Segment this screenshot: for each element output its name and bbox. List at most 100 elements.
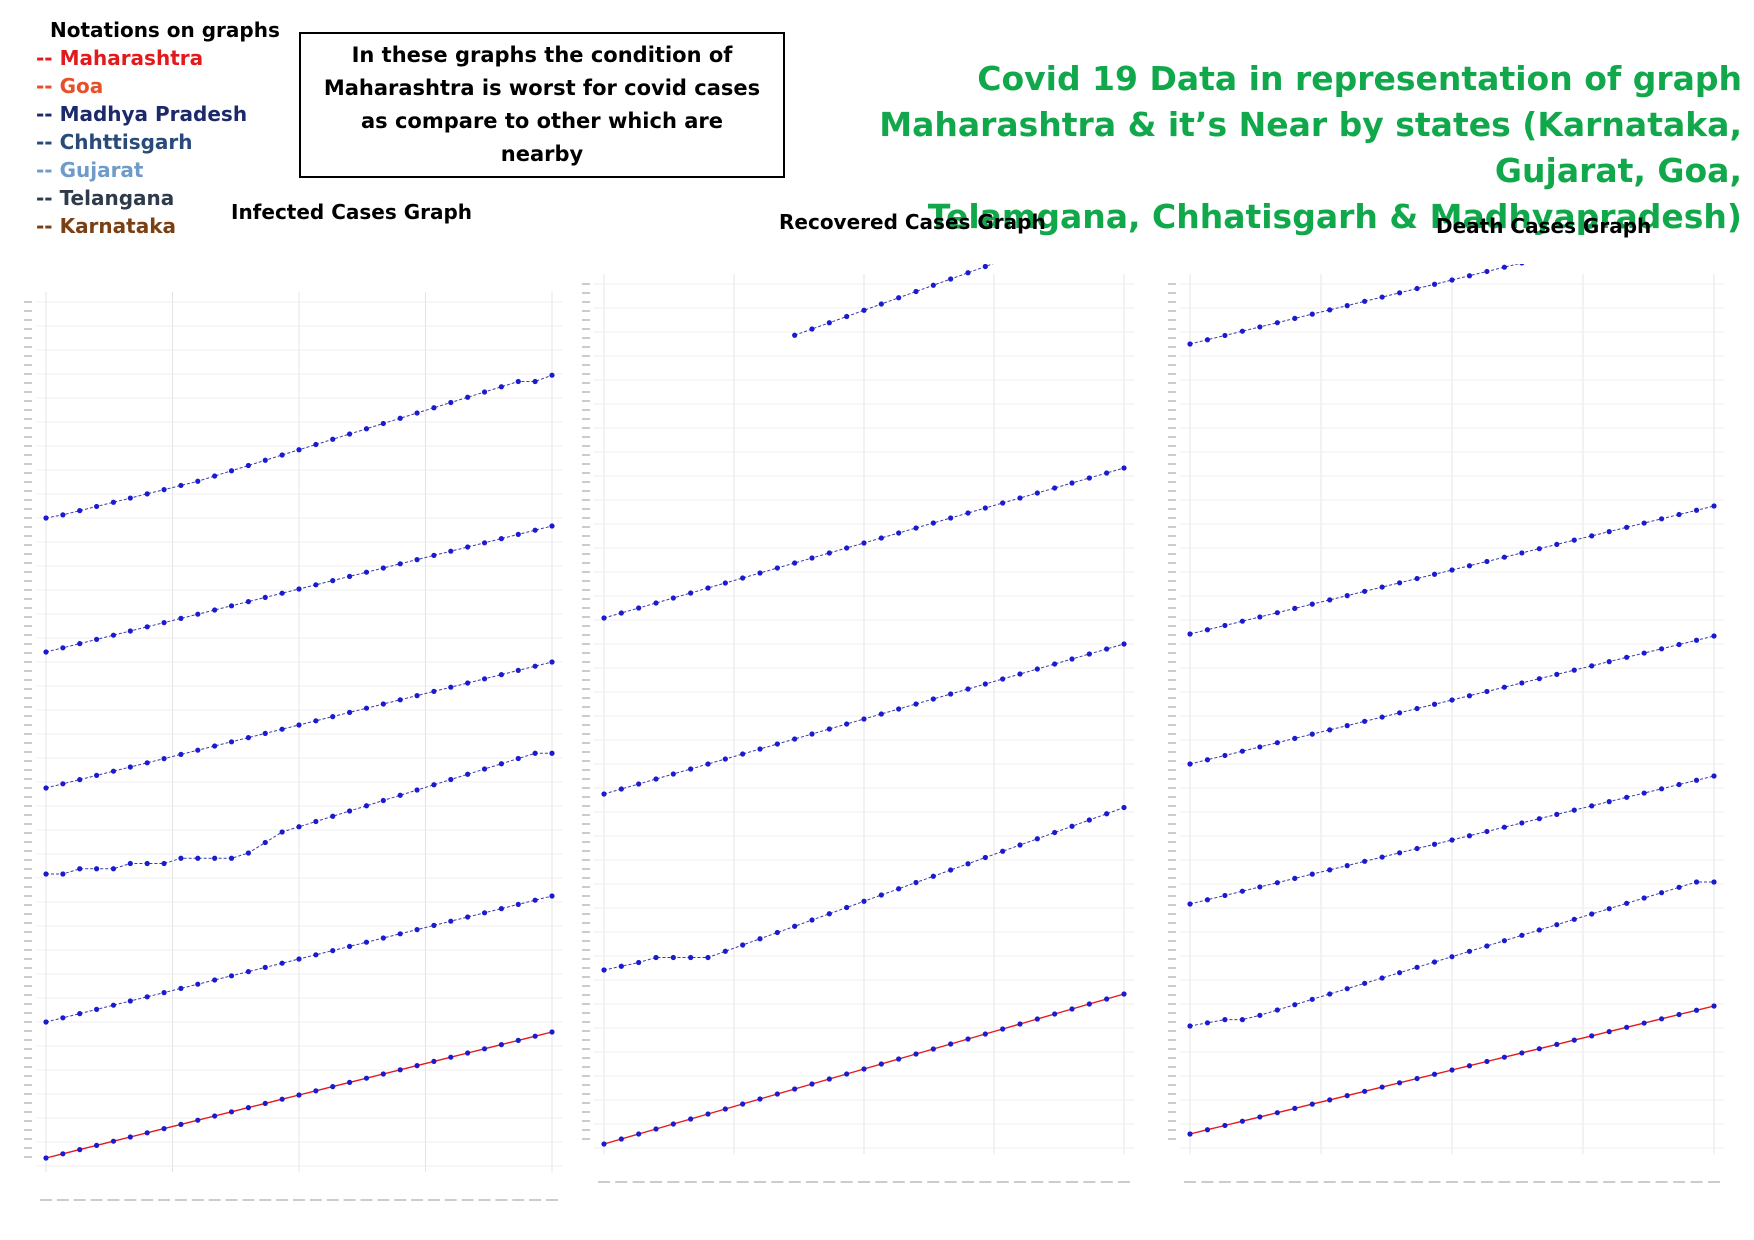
plot-background xyxy=(1154,264,1744,1204)
data-point xyxy=(363,426,370,432)
data-point xyxy=(347,943,353,950)
data-point xyxy=(279,829,285,835)
data-point xyxy=(481,910,488,916)
data-point xyxy=(1431,1071,1438,1077)
data-point xyxy=(982,264,988,270)
data-point xyxy=(296,447,302,453)
legend-item-goa: -- Goa xyxy=(36,74,104,98)
data-point xyxy=(347,573,353,579)
data-point xyxy=(618,963,624,969)
data-point xyxy=(1257,614,1263,620)
data-point xyxy=(313,818,319,825)
data-point xyxy=(397,415,403,421)
data-point xyxy=(1239,328,1245,334)
data-point xyxy=(1693,1007,1700,1013)
data-point xyxy=(1676,884,1682,890)
data-point xyxy=(532,527,538,533)
data-point xyxy=(1187,1023,1193,1029)
data-point xyxy=(1344,986,1350,992)
data-point xyxy=(809,1081,815,1087)
data-point xyxy=(94,636,100,642)
data-point xyxy=(60,645,66,651)
legend-item-telangana: -- Telangana xyxy=(36,186,175,210)
data-point xyxy=(1624,794,1630,800)
data-point xyxy=(245,850,251,856)
data-point xyxy=(515,667,521,673)
chart-title-infected: Infected Cases Graph xyxy=(231,200,473,224)
data-point xyxy=(792,923,798,929)
data-point xyxy=(1204,757,1211,763)
data-point xyxy=(1327,597,1333,603)
data-point xyxy=(1624,654,1630,660)
data-point xyxy=(1309,1101,1315,1107)
data-point xyxy=(1624,1024,1630,1030)
data-point xyxy=(653,1126,659,1132)
data-point xyxy=(982,854,988,861)
data-point xyxy=(94,866,100,872)
data-point xyxy=(1484,1058,1490,1065)
data-point xyxy=(688,590,694,596)
data-point xyxy=(792,560,798,566)
data-point xyxy=(448,548,454,554)
data-point xyxy=(498,906,504,912)
data-point xyxy=(1327,1097,1333,1103)
data-point xyxy=(363,705,370,711)
data-point xyxy=(1466,563,1473,569)
data-point xyxy=(653,600,659,606)
data-point xyxy=(1222,622,1228,629)
data-point xyxy=(705,585,711,591)
data-point xyxy=(313,952,319,958)
data-point xyxy=(1187,631,1193,637)
data-point xyxy=(380,797,386,804)
data-point xyxy=(77,777,83,783)
data-point xyxy=(896,295,902,301)
data-point xyxy=(1187,1131,1193,1137)
data-point xyxy=(1000,1026,1006,1032)
data-point xyxy=(722,1106,728,1112)
data-point xyxy=(1449,567,1455,573)
data-point xyxy=(178,1121,184,1127)
data-point xyxy=(481,766,488,772)
death-cases-chart xyxy=(1154,264,1744,1204)
data-point xyxy=(178,482,184,489)
data-point xyxy=(245,599,251,605)
data-point xyxy=(178,985,184,992)
data-point xyxy=(792,736,798,742)
data-point xyxy=(636,1131,642,1137)
data-point xyxy=(77,1147,83,1153)
plot-background xyxy=(12,262,578,1202)
legend-item-gujarat: -- Gujarat xyxy=(36,158,144,182)
data-point xyxy=(1589,533,1595,539)
data-point xyxy=(94,1006,100,1013)
data-point xyxy=(1693,637,1700,643)
data-point xyxy=(722,580,728,586)
data-point xyxy=(1104,646,1110,652)
data-point xyxy=(532,897,538,903)
data-point xyxy=(1414,575,1420,582)
data-point xyxy=(414,693,420,699)
data-point xyxy=(913,525,919,531)
data-point xyxy=(161,487,167,493)
data-point xyxy=(481,676,488,682)
data-point xyxy=(1676,511,1682,518)
data-point xyxy=(1292,1105,1298,1111)
data-point xyxy=(127,1134,133,1140)
data-point xyxy=(195,478,201,484)
data-point xyxy=(1086,651,1092,657)
data-point xyxy=(1484,268,1490,275)
data-point xyxy=(465,771,471,777)
data-point xyxy=(1187,341,1193,347)
data-point xyxy=(1641,895,1647,901)
data-point xyxy=(448,918,454,924)
data-point xyxy=(1052,661,1058,667)
data-point xyxy=(1274,1110,1280,1116)
data-point xyxy=(670,595,676,601)
data-point xyxy=(212,1113,218,1119)
data-point xyxy=(1274,320,1280,326)
data-point xyxy=(60,1015,66,1021)
data-point xyxy=(670,1121,676,1127)
data-point xyxy=(532,1033,538,1039)
data-point xyxy=(212,977,218,983)
note-box: In these graphs the condition of Maharas… xyxy=(299,32,785,178)
data-point xyxy=(1362,588,1368,594)
